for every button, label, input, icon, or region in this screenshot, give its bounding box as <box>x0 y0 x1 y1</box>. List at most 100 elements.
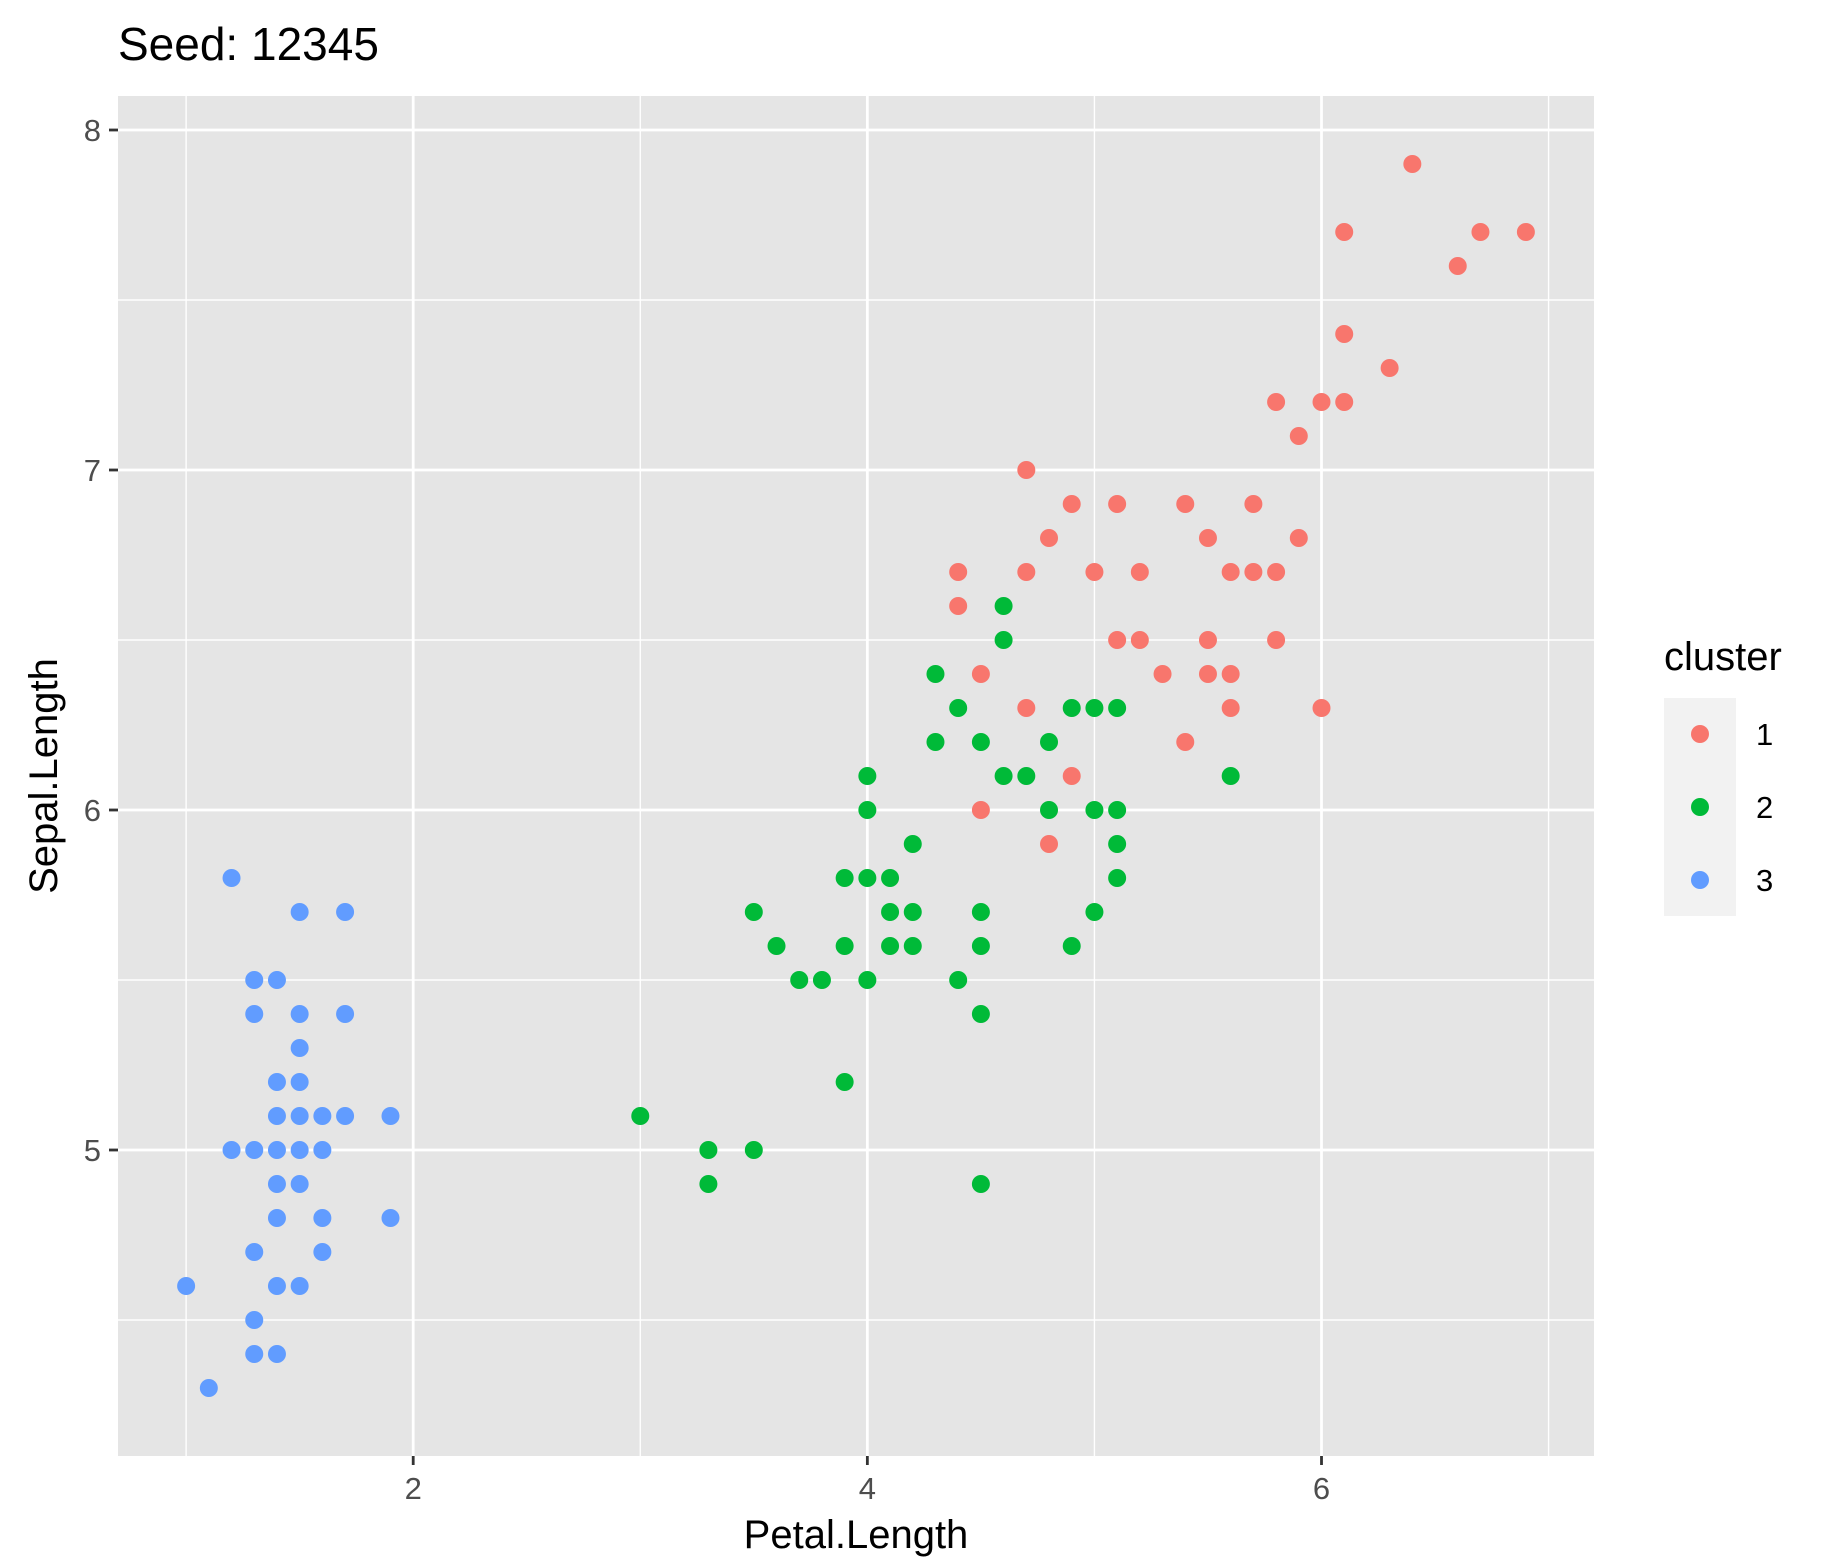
data-point-cluster-3 <box>381 1209 400 1227</box>
data-point-cluster-2 <box>858 971 877 989</box>
data-point-cluster-1 <box>971 801 990 819</box>
data-point-cluster-3 <box>267 1175 286 1193</box>
data-point-cluster-3 <box>267 1277 286 1295</box>
data-point-cluster-3 <box>336 1005 355 1023</box>
data-point-cluster-2 <box>812 971 831 989</box>
data-point-cluster-2 <box>1062 699 1081 717</box>
data-point-cluster-2 <box>949 971 968 989</box>
data-point-cluster-3 <box>381 1107 400 1125</box>
data-point-cluster-2 <box>858 801 877 819</box>
data-point-cluster-2 <box>903 835 922 853</box>
data-point-cluster-1 <box>1244 563 1263 581</box>
data-point-cluster-1 <box>1198 529 1217 547</box>
data-point-cluster-3 <box>245 1141 264 1159</box>
data-point-cluster-2 <box>971 1005 990 1023</box>
data-point-cluster-2 <box>971 1175 990 1193</box>
data-point-cluster-1 <box>1516 223 1535 241</box>
data-point-cluster-1 <box>1017 563 1036 581</box>
data-point-cluster-1 <box>1312 393 1331 411</box>
data-point-cluster-1 <box>1040 529 1059 547</box>
data-point-cluster-2 <box>858 869 877 887</box>
data-points <box>177 155 1535 1397</box>
data-point-cluster-3 <box>313 1107 332 1125</box>
data-point-cluster-1 <box>1448 257 1467 275</box>
data-point-cluster-2 <box>631 1107 650 1125</box>
x-axis-title: Petal.Length <box>744 1513 969 1557</box>
data-point-cluster-2 <box>994 597 1013 615</box>
x-tick-label: 6 <box>1313 1471 1330 1506</box>
data-point-cluster-2 <box>835 937 854 955</box>
data-point-cluster-3 <box>290 1039 309 1057</box>
data-point-cluster-3 <box>245 1345 264 1363</box>
data-point-cluster-1 <box>1221 665 1240 683</box>
data-point-cluster-1 <box>1040 835 1059 853</box>
data-point-cluster-1 <box>1403 155 1422 173</box>
legend-label-3: 3 <box>1756 863 1773 898</box>
data-point-cluster-2 <box>881 903 900 921</box>
data-point-cluster-1 <box>1062 495 1081 513</box>
data-point-cluster-1 <box>1153 665 1172 683</box>
data-point-cluster-2 <box>1221 767 1240 785</box>
data-point-cluster-2 <box>835 1073 854 1091</box>
y-tick-label: 5 <box>84 1133 101 1168</box>
data-point-cluster-3 <box>290 1005 309 1023</box>
data-point-cluster-2 <box>699 1175 718 1193</box>
data-point-cluster-2 <box>903 903 922 921</box>
data-point-cluster-1 <box>1471 223 1490 241</box>
data-point-cluster-2 <box>1085 801 1104 819</box>
legend-key-2 <box>1691 798 1709 816</box>
y-axis: 5 6 7 8 <box>84 113 118 1168</box>
data-point-cluster-1 <box>1289 529 1308 547</box>
x-axis: 2 4 6 <box>405 1456 1330 1506</box>
data-point-cluster-1 <box>1017 461 1036 479</box>
data-point-cluster-3 <box>290 1141 309 1159</box>
data-point-cluster-2 <box>903 937 922 955</box>
data-point-cluster-1 <box>1017 699 1036 717</box>
data-point-cluster-2 <box>1017 767 1036 785</box>
data-point-cluster-1 <box>971 665 990 683</box>
data-point-cluster-2 <box>926 733 945 751</box>
data-point-cluster-3 <box>290 1277 309 1295</box>
data-point-cluster-3 <box>336 1107 355 1125</box>
data-point-cluster-2 <box>744 1141 763 1159</box>
data-point-cluster-1 <box>1221 699 1240 717</box>
data-point-cluster-2 <box>994 631 1013 649</box>
data-point-cluster-2 <box>881 937 900 955</box>
data-point-cluster-2 <box>994 767 1013 785</box>
data-point-cluster-3 <box>222 1141 241 1159</box>
legend: cluster 1 2 3 <box>1664 635 1782 916</box>
legend-label-1: 1 <box>1756 717 1773 752</box>
data-point-cluster-1 <box>1130 631 1149 649</box>
data-point-cluster-3 <box>245 971 264 989</box>
data-point-cluster-3 <box>290 1073 309 1091</box>
data-point-cluster-3 <box>267 1107 286 1125</box>
data-point-cluster-2 <box>858 767 877 785</box>
data-point-cluster-2 <box>881 869 900 887</box>
data-point-cluster-3 <box>199 1379 218 1397</box>
data-point-cluster-2 <box>699 1141 718 1159</box>
data-point-cluster-2 <box>790 971 809 989</box>
data-point-cluster-2 <box>971 903 990 921</box>
data-point-cluster-2 <box>949 699 968 717</box>
data-point-cluster-3 <box>290 1107 309 1125</box>
data-point-cluster-3 <box>313 1209 332 1227</box>
data-point-cluster-1 <box>1267 393 1286 411</box>
data-point-cluster-1 <box>1267 631 1286 649</box>
data-point-cluster-2 <box>1062 937 1081 955</box>
data-point-cluster-1 <box>949 597 968 615</box>
data-point-cluster-2 <box>1108 835 1127 853</box>
chart-title: Seed: 12345 <box>118 18 379 70</box>
legend-key-3 <box>1691 871 1709 889</box>
data-point-cluster-3 <box>290 1175 309 1193</box>
data-point-cluster-2 <box>1108 801 1127 819</box>
data-point-cluster-1 <box>1198 665 1217 683</box>
data-point-cluster-3 <box>313 1243 332 1261</box>
data-point-cluster-2 <box>1085 903 1104 921</box>
data-point-cluster-3 <box>245 1005 264 1023</box>
data-point-cluster-2 <box>971 937 990 955</box>
data-point-cluster-1 <box>1108 495 1127 513</box>
data-point-cluster-1 <box>1085 563 1104 581</box>
legend-label-2: 2 <box>1756 790 1773 825</box>
data-point-cluster-3 <box>313 1141 332 1159</box>
data-point-cluster-2 <box>926 665 945 683</box>
